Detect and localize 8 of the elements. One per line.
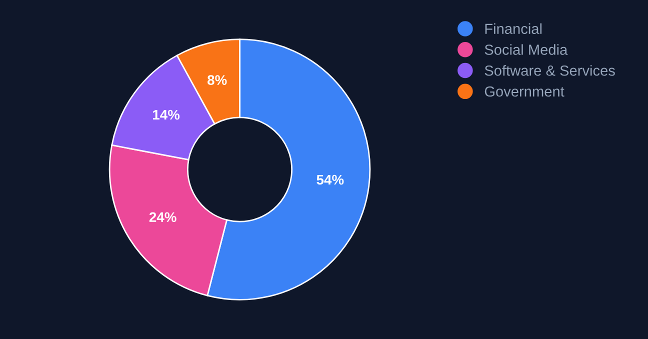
legend-label: Social Media <box>484 44 568 55</box>
legend-label: Software & Services <box>484 65 615 76</box>
data-label: 14% <box>153 110 180 120</box>
data-label: 54% <box>316 174 344 185</box>
data-label: 24% <box>149 212 176 222</box>
legend-label: Financial <box>485 23 542 34</box>
data-label: 8% <box>208 75 227 85</box>
legend-label: Government <box>484 86 564 97</box>
